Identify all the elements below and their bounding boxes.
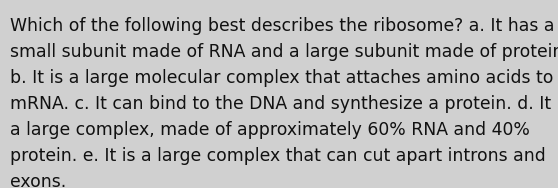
Text: mRNA. c. It can bind to the DNA and synthesize a protein. d. It is: mRNA. c. It can bind to the DNA and synt… <box>10 95 558 113</box>
Text: exons.: exons. <box>10 173 66 188</box>
Text: b. It is a large molecular complex that attaches amino acids to: b. It is a large molecular complex that … <box>10 69 554 87</box>
Text: small subunit made of RNA and a large subunit made of protein.: small subunit made of RNA and a large su… <box>10 43 558 61</box>
Text: protein. e. It is a large complex that can cut apart introns and: protein. e. It is a large complex that c… <box>10 147 546 165</box>
Text: Which of the following best describes the ribosome? a. It has a: Which of the following best describes th… <box>10 17 555 35</box>
Text: a large complex, made of approximately 60% RNA and 40%: a large complex, made of approximately 6… <box>10 121 530 139</box>
